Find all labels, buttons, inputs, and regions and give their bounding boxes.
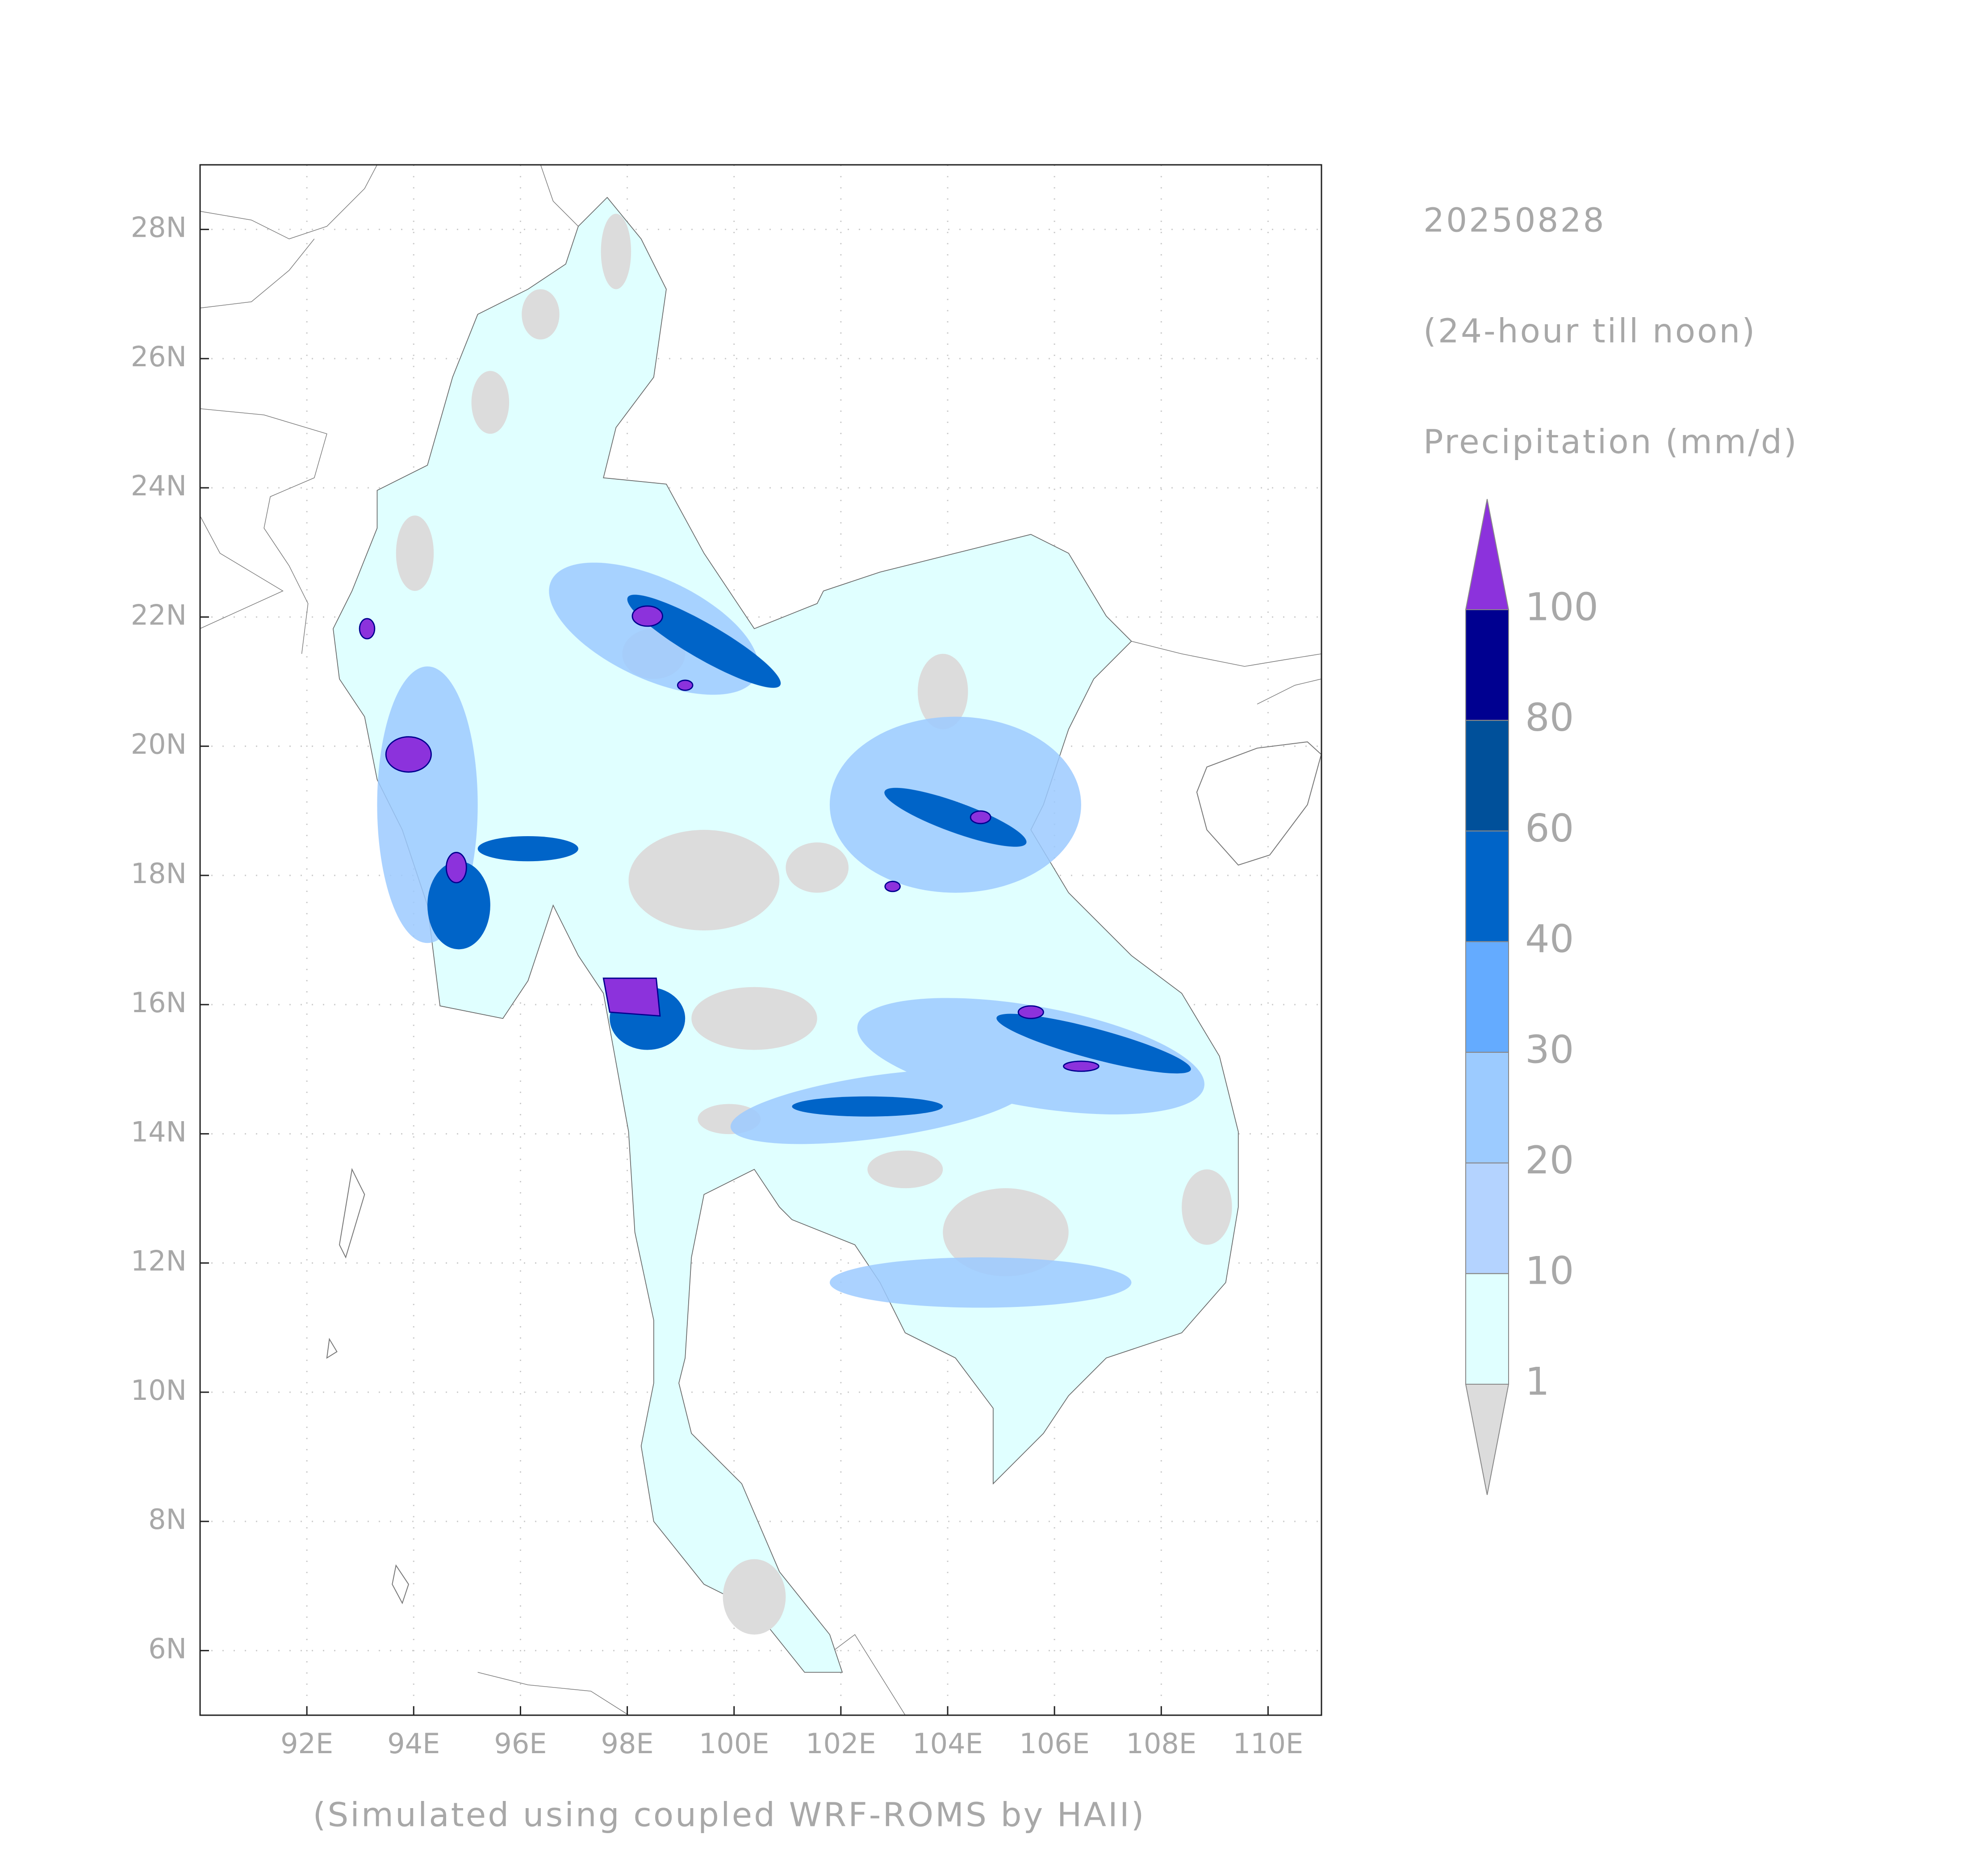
- coastline: [200, 515, 284, 629]
- rain-extreme: [359, 605, 1100, 1072]
- x-tick-label: 110E: [1233, 1727, 1304, 1760]
- border: [200, 165, 378, 239]
- x-tick-label: 98E: [601, 1727, 654, 1760]
- y-tick-label: 22N: [131, 599, 187, 631]
- y-tick-label: 28N: [131, 211, 187, 244]
- colorbar-label: 20: [1525, 1138, 1574, 1183]
- island: [1196, 741, 1321, 866]
- variable: Precipitation (mm/d): [1423, 423, 1798, 461]
- footer: (Simulated using coupled WRF-ROMS by HAI…: [313, 1796, 1146, 1834]
- date: 20250828: [1423, 201, 1606, 240]
- y-tick-label: 8N: [148, 1503, 187, 1536]
- colorbar-label: 40: [1525, 917, 1574, 962]
- y-tick-label: 20N: [131, 728, 187, 761]
- x-tick-label: 106E: [1019, 1727, 1090, 1760]
- x-tick-label: 100E: [699, 1727, 769, 1760]
- colorbar: 1 10 20 30 40 60 80 100: [1465, 499, 1598, 1495]
- x-tick-label: 96E: [494, 1727, 547, 1760]
- coastline: [477, 1672, 629, 1715]
- colorbar-label: 1: [1525, 1359, 1550, 1404]
- border: [200, 239, 315, 309]
- y-tick-label: 14N: [131, 1115, 187, 1148]
- y-tick-label: 24N: [131, 469, 187, 502]
- colorbar-segment: [1465, 830, 1509, 942]
- colorbar-label: 80: [1525, 695, 1574, 740]
- coastline: [1257, 678, 1321, 705]
- y-tick-label: 6N: [148, 1632, 187, 1665]
- y-tick-label: 16N: [131, 986, 187, 1019]
- axes: 92E 94E 96E 98E 100E 102E 104E 106E 108E 110E 6N 8N…: [131, 211, 1303, 1760]
- dry-areas: [396, 214, 1232, 1635]
- colorbar-segment: [1465, 609, 1509, 721]
- x-tick-label: 108E: [1126, 1727, 1197, 1760]
- island: [326, 1168, 409, 1604]
- y-tick-label: 12N: [131, 1245, 187, 1277]
- coastline: [1131, 641, 1321, 667]
- colorbar-label: 10: [1525, 1249, 1574, 1294]
- colorbar-segment: [1465, 1051, 1509, 1164]
- colorbar-label: 100: [1525, 585, 1598, 629]
- map-frame: [199, 164, 1322, 1716]
- y-tick-label: 26N: [131, 340, 187, 373]
- colorbar-label: 60: [1525, 806, 1574, 851]
- border: [540, 165, 579, 227]
- x-tick-label: 94E: [387, 1727, 440, 1760]
- x-tick-label: 102E: [806, 1727, 876, 1760]
- x-tick-label: 104E: [912, 1727, 983, 1760]
- y-tick-label: 10N: [131, 1374, 187, 1407]
- period: (24-hour till noon): [1423, 312, 1756, 351]
- map-shapes: [200, 165, 1321, 1715]
- border: [200, 408, 327, 654]
- colorbar-segment: [1465, 720, 1509, 832]
- y-tick-label: 18N: [131, 857, 187, 890]
- colorbar-segment: [1465, 941, 1509, 1053]
- rain-heavy: [427, 595, 1191, 1117]
- colorbar-segment: [1465, 1162, 1509, 1274]
- map-field: [200, 165, 1321, 1715]
- colorbar-segment: [1465, 1273, 1509, 1385]
- colorbar-label: 30: [1525, 1027, 1574, 1072]
- x-tick-label: 92E: [280, 1727, 333, 1760]
